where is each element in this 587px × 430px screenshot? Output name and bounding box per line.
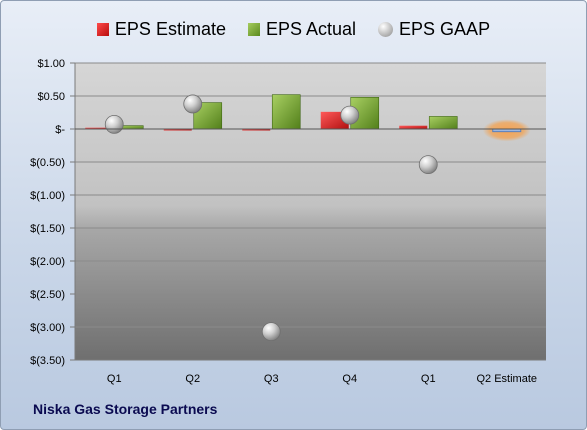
legend-item-eps-estimate: EPS Estimate <box>96 15 226 43</box>
x-tick-label: Q4 <box>342 373 357 385</box>
y-tick-label: $(1.50) <box>30 223 65 235</box>
legend-item-eps-gaap: EPS GAAP <box>378 15 490 43</box>
bar-eps-actual <box>428 116 458 130</box>
legend-label-eps-actual: EPS Actual <box>265 18 357 39</box>
bar-eps-estimate <box>399 125 428 129</box>
marker-eps-gaap <box>261 322 281 342</box>
chart-caption: Niska Gas Storage Partners <box>33 401 218 417</box>
y-tick-label: $0.50 <box>37 91 65 103</box>
marker-eps-gaap <box>418 155 438 175</box>
legend-label-eps-gaap: EPS GAAP <box>399 18 491 39</box>
x-tick-label: Q2 Estimate <box>476 373 537 385</box>
y-tick-label: $(3.00) <box>30 322 65 334</box>
bar-eps-estimate <box>163 129 192 131</box>
x-tick-label: Q1 <box>107 373 122 385</box>
bar-eps-estimate <box>85 127 114 130</box>
legend-item-eps-actual: EPS Actual <box>247 15 357 43</box>
bar-eps-actual <box>193 102 223 130</box>
legend-swatch-eps-estimate <box>96 22 109 36</box>
x-tick-label: Q2 <box>185 373 200 385</box>
y-tick-label: $(2.50) <box>30 289 65 301</box>
legend: EPS Estimate EPS Actual EPS GAAP <box>1 15 586 43</box>
marker-eps-gaap <box>183 94 203 114</box>
legend-label-eps-estimate: EPS Estimate <box>114 18 226 39</box>
y-tick-label: $- <box>55 124 65 136</box>
plot-area <box>75 63 546 360</box>
y-tick-label: $1.00 <box>37 58 65 70</box>
bar-eps-estimate <box>242 129 271 131</box>
y-tick-label: $(0.50) <box>30 157 65 169</box>
x-tick-label: Q3 <box>264 373 279 385</box>
legend-swatch-eps-gaap <box>378 21 394 37</box>
y-tick-label: $(1.00) <box>30 190 65 202</box>
x-tick-label: Q1 <box>421 373 436 385</box>
legend-swatch-eps-actual <box>247 22 260 36</box>
bar-eps-actual <box>271 94 301 130</box>
y-tick-label: $(2.00) <box>30 256 65 268</box>
marker-eps-gaap <box>340 105 360 125</box>
marker-eps-gaap <box>104 114 124 134</box>
y-tick-label: $(3.50) <box>30 355 65 367</box>
